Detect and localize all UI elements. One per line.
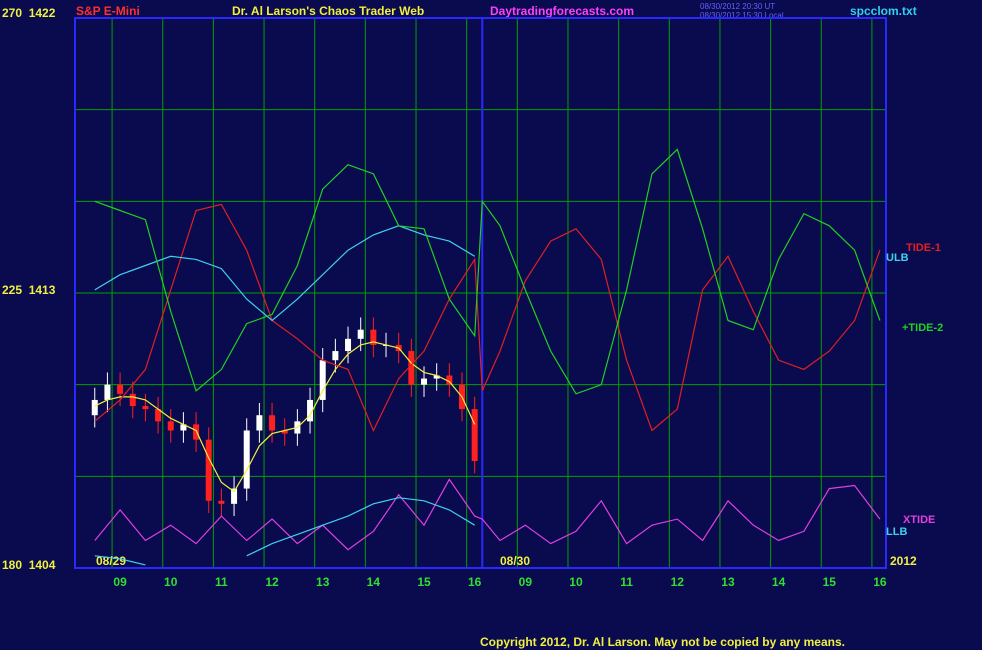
candle-body: [155, 409, 162, 422]
candle-body: [319, 360, 326, 400]
y-tick-label: 225 1413: [2, 283, 56, 297]
x-tick-label: 09: [113, 575, 127, 589]
timestamp: 08/30/2012 15:30 Local: [700, 11, 784, 20]
x-tick-label: 13: [316, 575, 330, 589]
date-label: 08/30: [500, 554, 530, 568]
candle-body: [269, 415, 276, 431]
candle-body: [332, 351, 339, 361]
x-tick-label: 14: [367, 575, 381, 589]
candle-body: [345, 338, 352, 352]
y-tick-label: 270 1422: [2, 6, 56, 20]
series-line: [94, 497, 476, 566]
series-label: XTIDE: [903, 514, 935, 526]
y-tick-label: 180 1404: [2, 558, 56, 572]
x-tick-label: 12: [265, 575, 279, 589]
x-tick-label: 10: [569, 575, 583, 589]
series-label: LLB: [886, 526, 907, 538]
candle-body: [167, 421, 174, 431]
x-tick-label: 16: [873, 575, 887, 589]
candle-body: [180, 424, 187, 431]
x-tick-label: 12: [671, 575, 685, 589]
candle-body: [421, 378, 428, 385]
candle-body: [117, 384, 124, 394]
file-name: spcclom.txt: [850, 4, 917, 18]
copyright: Copyright 2012, Dr. Al Larson. May not b…: [480, 635, 845, 649]
x-tick-label: 16: [468, 575, 482, 589]
candle-body: [471, 409, 478, 462]
candle-body: [104, 384, 111, 400]
candle-body: [231, 488, 238, 504]
x-tick-label: 11: [620, 575, 633, 589]
site-name: Daytradingforecasts.com: [490, 4, 634, 18]
timestamp: 08/30/2012 20:30 UT: [700, 2, 775, 11]
x-tick-label: 09: [519, 575, 533, 589]
x-tick-label: 14: [772, 575, 786, 589]
series-label: +TIDE-2: [902, 322, 943, 334]
candle-body: [433, 375, 440, 379]
candle-body: [142, 406, 149, 410]
candle-body: [193, 424, 200, 440]
candle-body: [408, 351, 415, 385]
candle-body: [307, 399, 314, 422]
date-label: 08/29: [96, 554, 126, 568]
chart-subtitle: Dr. Al Larson's Chaos Trader Web: [232, 4, 424, 18]
series-line: [94, 203, 881, 432]
candle-body: [370, 329, 377, 345]
x-tick-label: 15: [823, 575, 837, 589]
series-label: ULB: [886, 252, 909, 264]
candle-body: [446, 375, 453, 385]
candle-body: [129, 393, 136, 407]
plot-border: [74, 17, 887, 569]
candle-body: [218, 500, 225, 504]
x-tick-label: 11: [215, 575, 228, 589]
candle-body: [281, 430, 288, 434]
candle-body: [91, 399, 98, 416]
candle-body: [256, 415, 263, 431]
series-label: TIDE-1: [906, 242, 941, 254]
series-line: [94, 478, 881, 551]
x-tick-label: 13: [721, 575, 735, 589]
chart-title: S&P E-Mini: [76, 4, 140, 18]
series-line: [94, 225, 476, 322]
x-tick-label: 10: [164, 575, 178, 589]
x-tick-label: 15: [417, 575, 431, 589]
candle-body: [205, 439, 212, 501]
average-line: [94, 341, 476, 493]
candle-body: [357, 329, 364, 339]
date-label: 2012: [890, 554, 917, 568]
series-line: [94, 148, 881, 395]
candle-body: [243, 430, 250, 489]
